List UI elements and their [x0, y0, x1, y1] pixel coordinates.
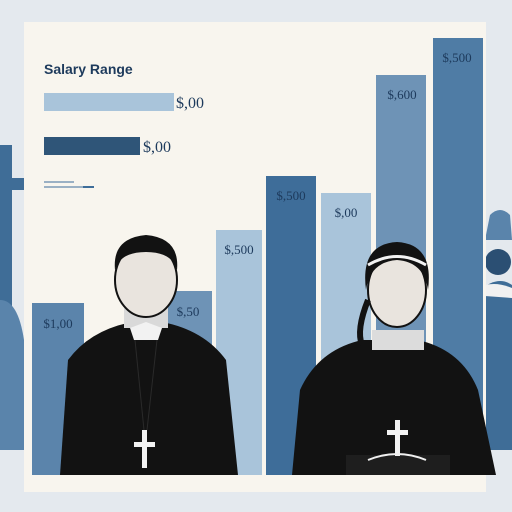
bar-4-label: $,500 [276, 188, 305, 203]
legend-swatch-dark [44, 137, 140, 155]
bar-6-label: $,600 [387, 87, 416, 102]
legend-label-light: $,00 [176, 95, 204, 112]
bar-5-label: $,00 [335, 205, 358, 220]
bar-7-label: $,500 [442, 50, 471, 65]
legend-scribble [44, 181, 94, 188]
bar-2-label: $,50 [177, 304, 200, 319]
bar-1-label: $1,00 [43, 316, 72, 331]
legend-title: Salary Range [44, 61, 133, 77]
bar-3-label: $,500 [224, 242, 253, 257]
legend-label-dark: $,00 [143, 139, 171, 156]
left-cross-figure [0, 145, 48, 450]
male-priest-figure [60, 235, 238, 475]
female-nun-figure [292, 242, 496, 475]
right-bishop-figure [478, 210, 512, 450]
legend-swatch-light [44, 93, 174, 111]
